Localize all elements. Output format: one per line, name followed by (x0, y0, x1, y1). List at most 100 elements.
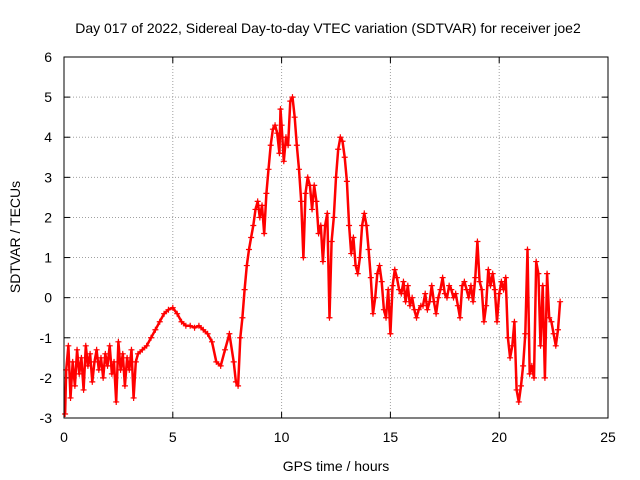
data-point (100, 374, 107, 381)
data-point (97, 354, 104, 361)
data-point (322, 222, 329, 229)
data-point (356, 254, 363, 261)
data-point (187, 322, 194, 329)
data-point (524, 246, 531, 253)
y-tick-label: 4 (44, 129, 52, 145)
data-point (435, 294, 442, 301)
data-point (291, 114, 298, 121)
chart-title: Day 017 of 2022, Sidereal Day-to-day VTE… (75, 20, 581, 36)
data-point (296, 166, 303, 173)
data-point (328, 238, 335, 245)
data-point (491, 286, 498, 293)
data-point (546, 314, 553, 321)
data-point (156, 318, 163, 325)
data-point (311, 182, 318, 189)
data-point (487, 282, 494, 289)
data-point (350, 234, 357, 241)
data-point (550, 330, 557, 337)
data-point (222, 346, 229, 353)
data-point (465, 294, 472, 301)
data-point (365, 246, 372, 253)
data-point (285, 142, 292, 149)
data-point (324, 210, 331, 217)
data-point (80, 386, 87, 393)
data-point (130, 394, 137, 401)
data-point (502, 274, 509, 281)
y-tick-label: 1 (44, 250, 52, 266)
data-point (124, 354, 131, 361)
data-point (474, 238, 481, 245)
data-point (263, 190, 270, 197)
data-point (69, 358, 76, 365)
data-point (354, 270, 361, 277)
data-point (277, 106, 284, 113)
data-point (526, 370, 533, 377)
data-point (433, 310, 440, 317)
data-point (422, 290, 429, 297)
data-point (504, 334, 511, 341)
data-point (226, 330, 233, 337)
data-point (489, 270, 496, 277)
y-tick-label: 3 (44, 169, 52, 185)
y-axis-label: SDTVAR / TECUs (7, 181, 23, 293)
data-point (367, 274, 374, 281)
data-point (372, 294, 379, 301)
data-point (376, 262, 383, 269)
data-point (361, 210, 368, 217)
data-point (241, 286, 248, 293)
data-point (472, 274, 479, 281)
data-point (313, 198, 320, 205)
data-point (74, 346, 81, 353)
axes: 0 5 10 15 20 25 -3 -2 -1 0 1 2 3 4 5 6 (40, 49, 616, 445)
y-tick-label: 0 (44, 290, 52, 306)
data-point (259, 202, 266, 209)
data-point (265, 166, 272, 173)
data-point (402, 298, 409, 305)
data-point (400, 278, 407, 285)
grid (64, 57, 608, 418)
data-point (509, 342, 516, 349)
data-point (174, 310, 181, 317)
data-point (95, 366, 102, 373)
data-point (111, 358, 118, 365)
data-point (409, 294, 416, 301)
data-point (161, 310, 168, 317)
data-point (369, 310, 376, 317)
data-point (522, 330, 529, 337)
data-point (93, 346, 100, 353)
data-point (470, 298, 477, 305)
data-point (208, 338, 215, 345)
data-point (535, 270, 542, 277)
data-point (415, 306, 422, 313)
data-point (480, 318, 487, 325)
data-point (102, 350, 109, 357)
data-point (424, 306, 431, 313)
data-point (191, 324, 198, 331)
x-tick-label: 0 (60, 429, 68, 445)
data-point (478, 286, 485, 293)
data-point (467, 282, 474, 289)
data-point (446, 282, 453, 289)
data-point (333, 174, 339, 181)
data-point (319, 258, 326, 265)
data-point (139, 346, 146, 353)
data-point (352, 262, 359, 269)
data-point (346, 222, 353, 229)
data-point (544, 270, 551, 277)
data-point (148, 334, 155, 341)
data-series (62, 94, 564, 417)
data-point (428, 282, 435, 289)
data-point (459, 282, 466, 289)
data-point (507, 354, 514, 361)
data-point (496, 290, 503, 297)
data-point (443, 294, 450, 301)
data-point (441, 290, 448, 297)
data-point (378, 278, 385, 285)
data-point (106, 342, 113, 349)
plot-frame (63, 56, 609, 419)
data-point (256, 214, 263, 221)
data-point (248, 234, 255, 241)
data-point (254, 198, 261, 205)
data-point (78, 354, 85, 361)
x-tick-label: 5 (169, 429, 177, 445)
